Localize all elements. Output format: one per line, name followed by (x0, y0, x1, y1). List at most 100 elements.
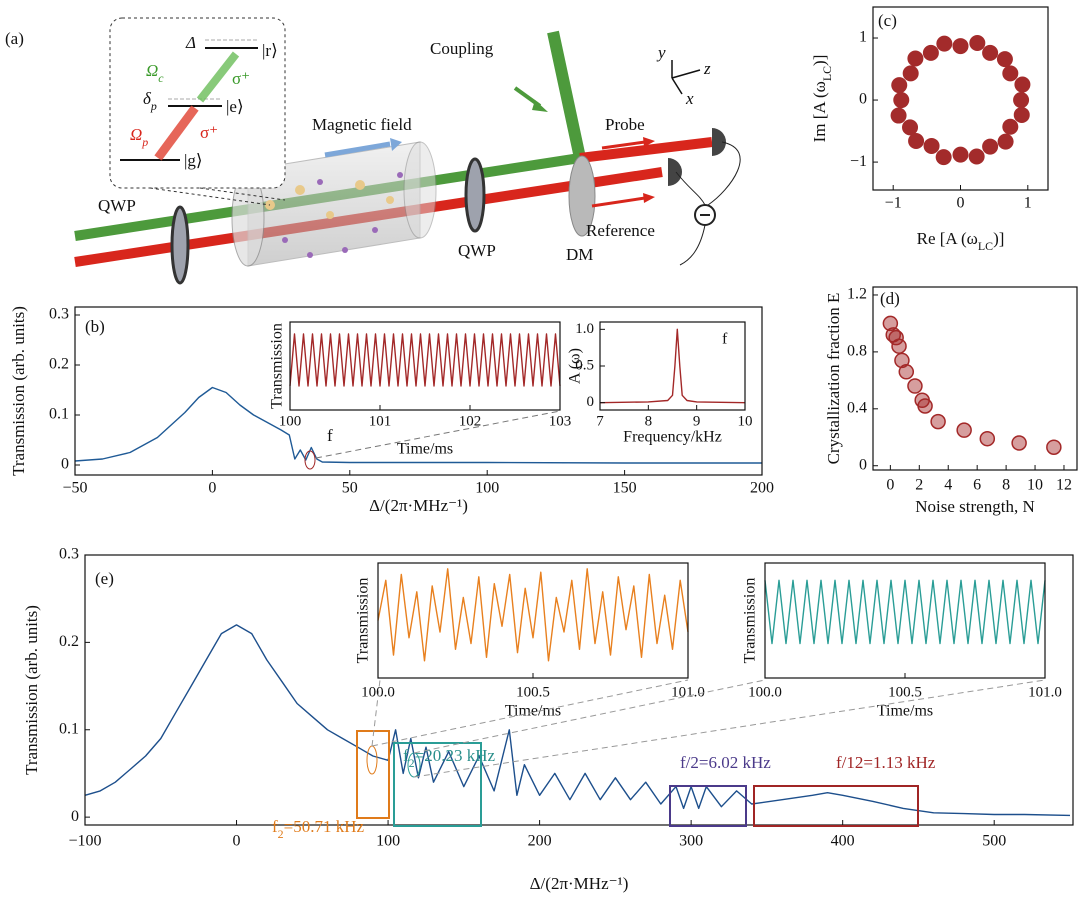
text-part: p (150, 99, 157, 113)
level-label: δp (143, 89, 157, 113)
polarization-label: σ⁺ (232, 69, 250, 88)
y-axis-label: Transmission (742, 578, 759, 664)
text-part: )] (810, 55, 829, 66)
x-tick-label: 200 (528, 833, 552, 850)
component-label: DM (566, 245, 593, 264)
x-tick-label: 102 (459, 413, 482, 429)
x-tick-label: −1 (885, 195, 902, 212)
component-label: Reference (586, 221, 655, 240)
dichroic-mirror (568, 155, 596, 237)
x-axis-label: Δ/(2π·MHz⁻¹) (369, 496, 468, 515)
data-point (952, 38, 969, 55)
data-point (907, 378, 923, 394)
y-tick-label: 0.5 (575, 357, 594, 373)
x-tick-label: 9 (693, 413, 701, 429)
data-point (1014, 76, 1031, 93)
text-part: =20.23 kHz (415, 746, 496, 765)
text-part: δ (143, 89, 152, 108)
x-tick-label: 0 (886, 477, 894, 494)
data-point (982, 138, 999, 155)
x-tick-label: 12 (1056, 477, 1072, 494)
y-axis-label: Crystallization fraction E (824, 293, 843, 465)
x-axis-label: Frequency/kHz (623, 429, 722, 446)
level-label: |g⟩ (184, 151, 203, 170)
arrow-head (643, 137, 655, 147)
x-tick-label: 100.5 (888, 684, 922, 700)
text-part: Re [A (ω (917, 229, 978, 248)
region-box (669, 785, 747, 827)
annotation: f (327, 426, 333, 445)
x-tick-label: 100 (475, 480, 499, 497)
axes-triad (671, 60, 701, 95)
data-point (908, 132, 925, 149)
data-point (898, 364, 915, 380)
wire (675, 141, 741, 266)
text-part: Ω (146, 61, 158, 80)
detector (712, 128, 726, 156)
y-axis-label: Transmission (arb. units) (9, 306, 28, 476)
data-point (891, 338, 907, 354)
x-axis-label: Noise strength, N (915, 497, 1034, 516)
component-label: Magnetic field (312, 115, 412, 134)
text-part: f (403, 746, 409, 765)
x-tick-label: 100 (279, 413, 302, 429)
text-part: LC (820, 66, 834, 81)
y-tick-label: 1.2 (847, 286, 867, 303)
plot-frame (84, 554, 1074, 826)
data-point (890, 107, 907, 124)
coupling-transition (196, 51, 240, 103)
annotations-layer (304, 410, 1046, 827)
x-tick-label: 7 (596, 413, 604, 429)
charts: −50 0 50 100 150 20000.10.20.3Δ/(2π·MHz⁻¹)Tra… (9, 6, 1078, 893)
x-tick-label: 0 (208, 480, 216, 497)
text-part: c (158, 71, 164, 85)
x-tick-label: 101 (369, 413, 392, 429)
data-point (968, 148, 985, 165)
data-line (84, 624, 1071, 817)
data-point (969, 34, 986, 51)
x-tick-label: −100 (68, 833, 101, 850)
x-tick-label: 6 (973, 477, 981, 494)
x-tick-label: 100 (376, 833, 400, 850)
y-tick-label: 0.2 (59, 633, 79, 650)
annotation: f/2=6.02 kHz (680, 753, 771, 772)
data-line (599, 328, 746, 404)
data-point (902, 65, 919, 82)
inset-link (149, 187, 286, 206)
x-tick-label: 50 (342, 480, 358, 497)
axis-name: y (656, 43, 666, 62)
x-axis-label: Re [A (ωLC)] (917, 229, 1005, 253)
text-part: =50.71 kHz (284, 817, 365, 836)
component-label: QWP (458, 241, 496, 260)
y-tick-label: −1 (850, 153, 867, 170)
coupling-input (547, 30, 586, 160)
component-label: QWP (98, 196, 136, 215)
text-part: Ω (130, 125, 142, 144)
x-tick-label: 8 (645, 413, 653, 429)
y-tick-label: 0 (71, 808, 79, 825)
plot-frame (74, 306, 763, 476)
probe-beam (579, 137, 713, 163)
x-tick-label: 10 (1027, 477, 1043, 494)
data-point (1002, 118, 1019, 135)
level-inset (109, 17, 286, 189)
x-tick-label: 8 (1002, 477, 1010, 494)
text-part: f (272, 817, 278, 836)
y-axis-label: Transmission (355, 578, 372, 664)
panel-label: (c) (878, 11, 897, 30)
data-point (996, 51, 1013, 68)
data-point (979, 430, 996, 447)
data-point (1011, 435, 1027, 451)
plot-frame (289, 321, 561, 411)
field-arrow (324, 141, 391, 158)
x-tick-label: 0 (957, 195, 965, 212)
y-tick-label: 1 (859, 29, 867, 46)
annotation: f/12=1.13 kHz (836, 753, 936, 772)
y-tick-label: 0.3 (49, 306, 69, 323)
panel-label: (b) (85, 317, 105, 336)
data-point (902, 119, 919, 136)
plot-area (290, 322, 560, 410)
data-point (956, 422, 972, 438)
x-tick-label: 2 (915, 477, 923, 494)
text-part: 2 (278, 827, 284, 841)
